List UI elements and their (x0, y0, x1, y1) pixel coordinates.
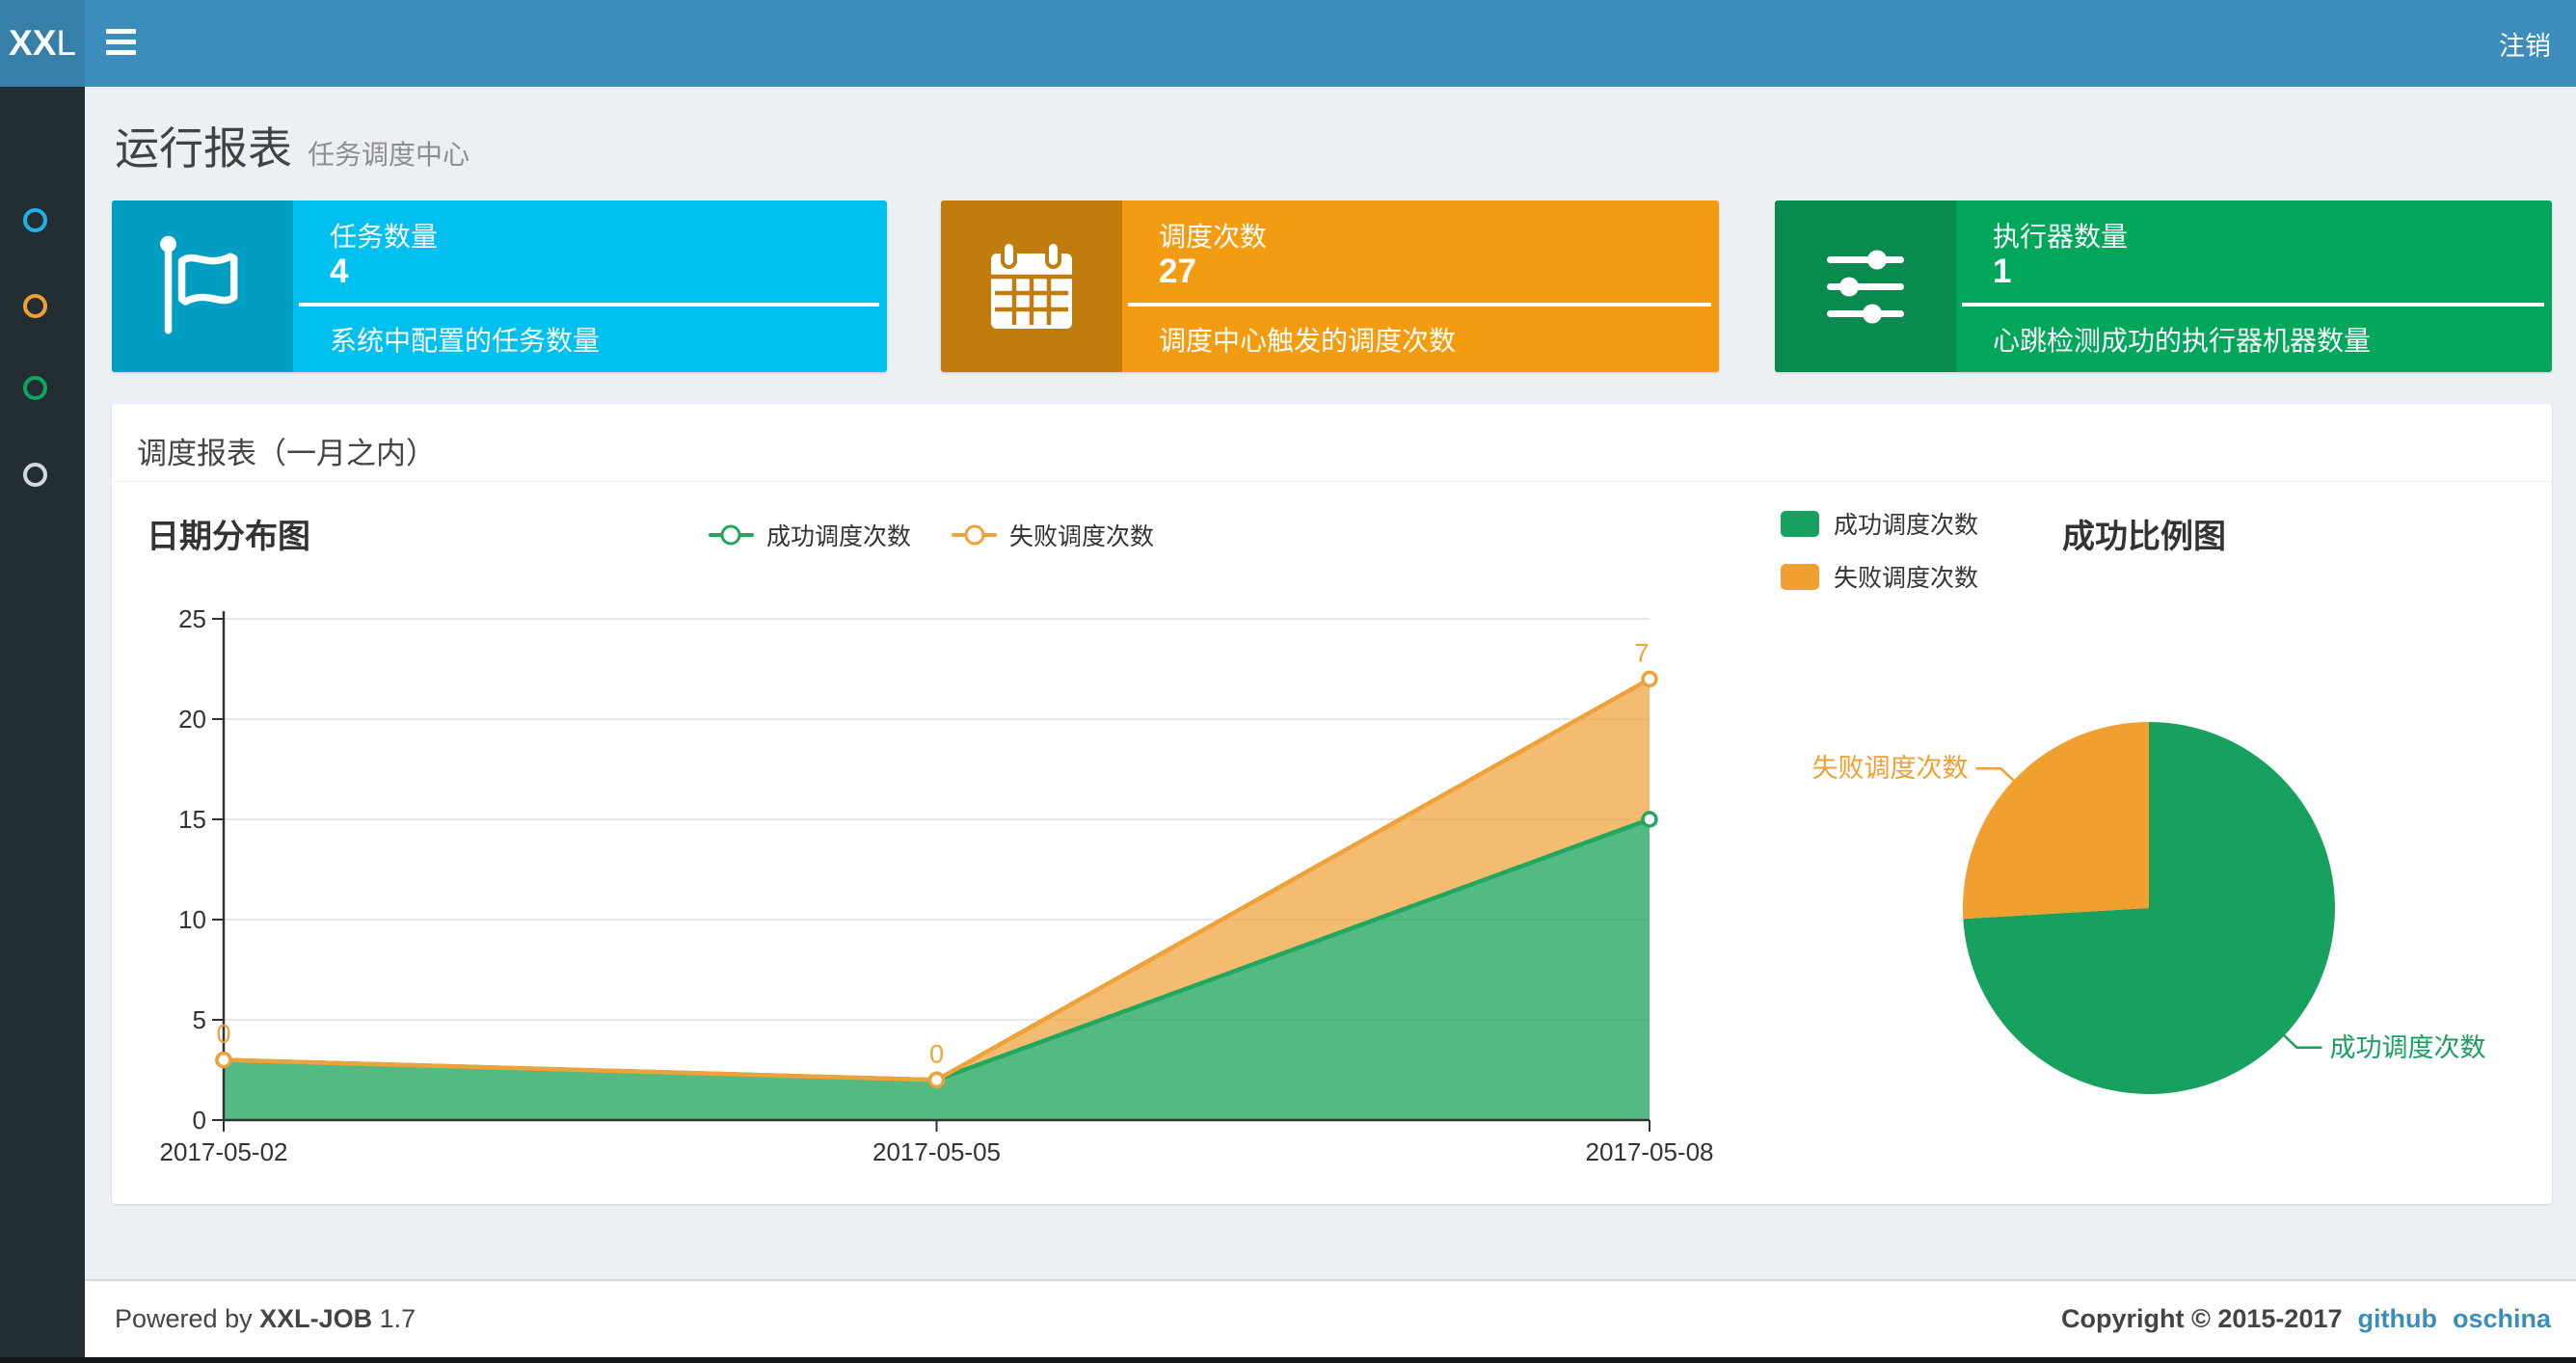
y-tick-label: 0 (193, 1106, 206, 1135)
slice-label: 成功调度次数 (2329, 1033, 2485, 1062)
sidebar-item-logs-icon[interactable] (23, 376, 47, 400)
main-footer: Powered by XXL-JOB 1.7 Copyright © 2015-… (85, 1279, 2576, 1357)
logo[interactable]: XX L (0, 0, 85, 87)
line-chart-legend: 成功调度次数 失败调度次数 (671, 518, 1192, 552)
y-tick-label: 15 (178, 805, 206, 834)
info-box-description: 心跳检测成功的执行器机器数量 (1993, 326, 2372, 356)
line-series-icon (708, 533, 754, 537)
hamburger-icon (106, 29, 136, 34)
logo-text-bold: XX (9, 23, 57, 63)
sidebar-item-jobs-icon[interactable] (23, 294, 47, 318)
line-chart-title: 日期分布图 (147, 519, 310, 555)
fail-point (1641, 670, 1658, 688)
line-series-icon (952, 533, 997, 537)
version: 1.7 (379, 1304, 416, 1333)
info-box-trigger-count: 调度次数 27 调度中心触发的调度次数 (941, 200, 1719, 372)
sidebar (0, 87, 85, 1357)
calendar-icon (941, 200, 1122, 372)
report-panel: 调度报表（一月之内） 日期分布图 成功调度次数 失败调度次数 成功调度次数 失败… (112, 404, 2552, 1204)
success-area (224, 819, 1650, 1120)
legend-label: 失败调度次数 (1834, 565, 1979, 592)
panel-title: 调度报表（一月之内） (137, 437, 436, 470)
success-point (1641, 811, 1658, 828)
copyright-text: Copyright © 2015-2017 (2060, 1304, 2343, 1333)
fail-point (215, 1051, 232, 1069)
info-box-title: 调度次数 (1159, 222, 1268, 252)
divider (1962, 303, 2544, 307)
sidebar-item-help-icon[interactable] (23, 463, 47, 487)
logout-link[interactable]: 注销 (2499, 31, 2551, 61)
page-subtitle: 任务调度中心 (308, 140, 470, 170)
info-box-job-count: 任务数量 4 系统中配置的任务数量 (112, 200, 887, 372)
x-tick-label: 2017-05-08 (1586, 1137, 1714, 1166)
info-box-title: 任务数量 (330, 222, 439, 252)
info-box-title: 执行器数量 (1993, 222, 2129, 252)
point-label: 0 (929, 1039, 944, 1068)
legend-item-fail[interactable]: 失败调度次数 (952, 518, 1154, 552)
sliders-icon (1775, 200, 1956, 372)
legend-label: 成功调度次数 (1834, 512, 1979, 539)
fail-area (224, 679, 1650, 1081)
sidebar-toggle-button[interactable] (106, 29, 139, 58)
legend-label: 成功调度次数 (765, 523, 911, 550)
swatch-icon (1781, 563, 1819, 590)
sidebar-item-report-icon[interactable] (23, 208, 47, 232)
legend-label: 失败调度次数 (1009, 523, 1155, 550)
slice-label: 失败调度次数 (1812, 754, 1969, 783)
powered-by: Powered by XXL-JOB 1.7 (115, 1304, 416, 1333)
brand-name: XXL-JOB (259, 1304, 373, 1333)
point-label: 7 (1634, 638, 1649, 667)
info-box-executor-count: 执行器数量 1 心跳检测成功的执行器机器数量 (1775, 200, 2552, 372)
x-tick-label: 2017-05-02 (160, 1137, 288, 1166)
fail-point (927, 1071, 946, 1089)
divider (1128, 303, 1711, 307)
label-line (1975, 766, 2015, 782)
label-line (2283, 1034, 2322, 1050)
top-navbar: XX L 注销 (0, 0, 2576, 87)
y-tick-label: 20 (178, 705, 206, 734)
oschina-link[interactable]: oschina (2452, 1304, 2551, 1333)
info-box-description: 调度中心触发的调度次数 (1159, 326, 1457, 356)
legend-item-success[interactable]: 成功调度次数 (1781, 506, 1978, 541)
divider (299, 303, 879, 307)
window-edge (0, 1357, 2576, 1363)
legend-item-fail[interactable]: 失败调度次数 (1781, 559, 1978, 594)
github-link[interactable]: github (2357, 1304, 2437, 1333)
info-box-value: 27 (1159, 253, 1196, 290)
y-tick-label: 25 (178, 604, 206, 633)
pie-chart[interactable]: 成功调度次数 失败调度次数 (1764, 675, 2564, 1215)
panel-header: 调度报表（一月之内） (112, 404, 2552, 482)
logo-text-light: L (56, 23, 76, 63)
info-box-value: 4 (330, 253, 349, 290)
y-tick-label: 10 (178, 905, 206, 934)
copyright: Copyright © 2015-2017 github oschina (2061, 1304, 2551, 1334)
x-tick-label: 2017-05-05 (872, 1137, 1001, 1166)
pie-chart-title: 成功比例图 (2062, 519, 2226, 555)
pie-chart-legend: 成功调度次数 失败调度次数 (1781, 506, 1978, 594)
point-label: 0 (216, 1020, 230, 1049)
legend-item-success[interactable]: 成功调度次数 (708, 518, 911, 552)
page-header: 运行报表 任务调度中心 (115, 114, 470, 177)
info-box-value: 1 (1993, 253, 2012, 290)
y-tick-label: 5 (193, 1005, 206, 1034)
page-title: 运行报表 (115, 123, 292, 174)
pie-slice (1963, 722, 2335, 1094)
pie-slice (1962, 722, 2149, 920)
swatch-icon (1781, 510, 1819, 537)
flag-icon (112, 200, 293, 372)
info-box-description: 系统中配置的任务数量 (330, 326, 601, 356)
